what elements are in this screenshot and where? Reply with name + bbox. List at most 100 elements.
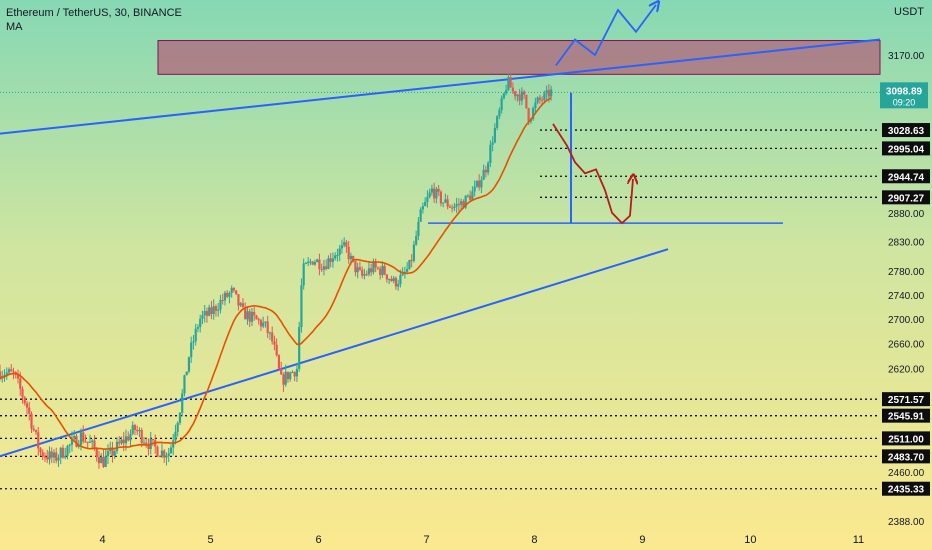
candle-body[interactable] bbox=[147, 444, 150, 450]
candle-body[interactable] bbox=[111, 447, 114, 456]
candle-body[interactable] bbox=[140, 430, 143, 443]
candle-body[interactable] bbox=[399, 275, 402, 284]
candle-body[interactable] bbox=[73, 436, 76, 439]
candle-body[interactable] bbox=[39, 448, 42, 453]
candle-body[interactable] bbox=[500, 98, 503, 111]
candle-body[interactable] bbox=[122, 439, 125, 444]
candle-body[interactable] bbox=[295, 368, 299, 377]
candle-body[interactable] bbox=[466, 195, 469, 197]
candle-body[interactable] bbox=[167, 453, 170, 456]
candle-body[interactable] bbox=[345, 242, 348, 247]
candle-body[interactable] bbox=[446, 199, 449, 207]
candle-body[interactable] bbox=[286, 371, 290, 380]
candle-body[interactable] bbox=[300, 285, 303, 327]
candle-body[interactable] bbox=[205, 311, 209, 316]
candle-body[interactable] bbox=[372, 262, 375, 273]
candle-body[interactable] bbox=[257, 319, 260, 321]
candle-body[interactable] bbox=[502, 93, 505, 99]
bearish-projection-arrow[interactable] bbox=[552, 123, 633, 225]
candle-body[interactable] bbox=[230, 287, 233, 293]
candle-body[interactable] bbox=[543, 93, 546, 101]
candle-body[interactable] bbox=[88, 441, 92, 443]
candle-body[interactable] bbox=[536, 97, 539, 103]
candle-body[interactable] bbox=[226, 292, 229, 297]
candle-body[interactable] bbox=[262, 322, 265, 327]
candle-body[interactable] bbox=[52, 452, 56, 458]
candle-body[interactable] bbox=[365, 274, 368, 276]
candle-body[interactable] bbox=[3, 374, 6, 377]
candle-body[interactable] bbox=[469, 195, 472, 200]
candle-body[interactable] bbox=[127, 436, 130, 441]
candle-body[interactable] bbox=[354, 260, 357, 273]
candle-body[interactable] bbox=[91, 440, 94, 442]
candle-body[interactable] bbox=[331, 258, 335, 262]
candle-body[interactable] bbox=[356, 267, 359, 273]
candle-body[interactable] bbox=[451, 207, 454, 209]
candle-body[interactable] bbox=[493, 127, 496, 143]
candle-body[interactable] bbox=[397, 283, 400, 287]
candle-body[interactable] bbox=[370, 268, 373, 273]
candle-body[interactable] bbox=[50, 451, 53, 458]
moving-average-line[interactable] bbox=[0, 97, 552, 450]
candle-body[interactable] bbox=[34, 430, 38, 433]
candle-body[interactable] bbox=[336, 255, 339, 257]
candle-body[interactable] bbox=[412, 244, 416, 261]
candle-body[interactable] bbox=[334, 255, 337, 259]
candle-body[interactable] bbox=[203, 311, 206, 316]
upper-trendline[interactable] bbox=[0, 38, 881, 135]
candle-body[interactable] bbox=[30, 413, 33, 429]
candle-body[interactable] bbox=[115, 441, 119, 452]
candle-body[interactable] bbox=[394, 277, 398, 287]
price-level-tag[interactable] bbox=[882, 481, 930, 496]
candle-body[interactable] bbox=[289, 372, 292, 380]
candle-body[interactable] bbox=[496, 116, 499, 128]
candle-body[interactable] bbox=[448, 206, 451, 208]
candle-body[interactable] bbox=[471, 191, 474, 200]
candle-body[interactable] bbox=[520, 91, 523, 101]
candle-body[interactable] bbox=[478, 180, 481, 188]
candle-body[interactable] bbox=[178, 412, 182, 423]
candle-body[interactable] bbox=[163, 450, 166, 458]
candle-body[interactable] bbox=[151, 439, 155, 441]
candle-body[interactable] bbox=[311, 261, 314, 265]
candle-body[interactable] bbox=[102, 456, 105, 467]
candle-body[interactable] bbox=[282, 374, 285, 385]
candle-body[interactable] bbox=[363, 274, 366, 276]
candle-body[interactable] bbox=[462, 201, 465, 208]
candle-body[interactable] bbox=[214, 306, 218, 311]
candle-body[interactable] bbox=[5, 372, 8, 375]
candle-body[interactable] bbox=[118, 441, 121, 444]
candle-body[interactable] bbox=[232, 287, 236, 291]
candle-body[interactable] bbox=[401, 272, 404, 276]
candle-body[interactable] bbox=[75, 436, 78, 447]
candle-body[interactable] bbox=[426, 196, 429, 202]
candle-body[interactable] bbox=[430, 188, 434, 193]
candle-body[interactable] bbox=[136, 429, 139, 432]
candle-body[interactable] bbox=[61, 447, 65, 458]
candle-body[interactable] bbox=[239, 303, 242, 306]
candle-body[interactable] bbox=[266, 321, 269, 334]
candle-body[interactable] bbox=[208, 307, 211, 316]
candle-body[interactable] bbox=[237, 294, 240, 306]
candle-body[interactable] bbox=[264, 321, 267, 323]
candle-body[interactable] bbox=[511, 87, 514, 92]
candle-body[interactable] bbox=[340, 245, 344, 249]
candle-body[interactable] bbox=[95, 448, 98, 458]
candle-body[interactable] bbox=[37, 432, 40, 449]
candle-body[interactable] bbox=[97, 457, 101, 464]
candle-body[interactable] bbox=[241, 303, 245, 307]
candle-body[interactable] bbox=[192, 341, 195, 343]
candle-body[interactable] bbox=[491, 142, 494, 145]
candle-body[interactable] bbox=[16, 374, 20, 379]
candle-body[interactable] bbox=[172, 440, 175, 448]
candle-body[interactable] bbox=[165, 455, 168, 458]
candle-body[interactable] bbox=[228, 292, 231, 297]
candle-body[interactable] bbox=[64, 455, 67, 458]
candle-body[interactable] bbox=[408, 260, 411, 269]
candle-body[interactable] bbox=[302, 263, 305, 286]
candle-body[interactable] bbox=[338, 248, 341, 256]
candle-body[interactable] bbox=[131, 425, 134, 434]
price-level-tag[interactable] bbox=[882, 141, 930, 156]
candle-body[interactable] bbox=[428, 192, 431, 197]
candle-body[interactable] bbox=[174, 431, 177, 441]
